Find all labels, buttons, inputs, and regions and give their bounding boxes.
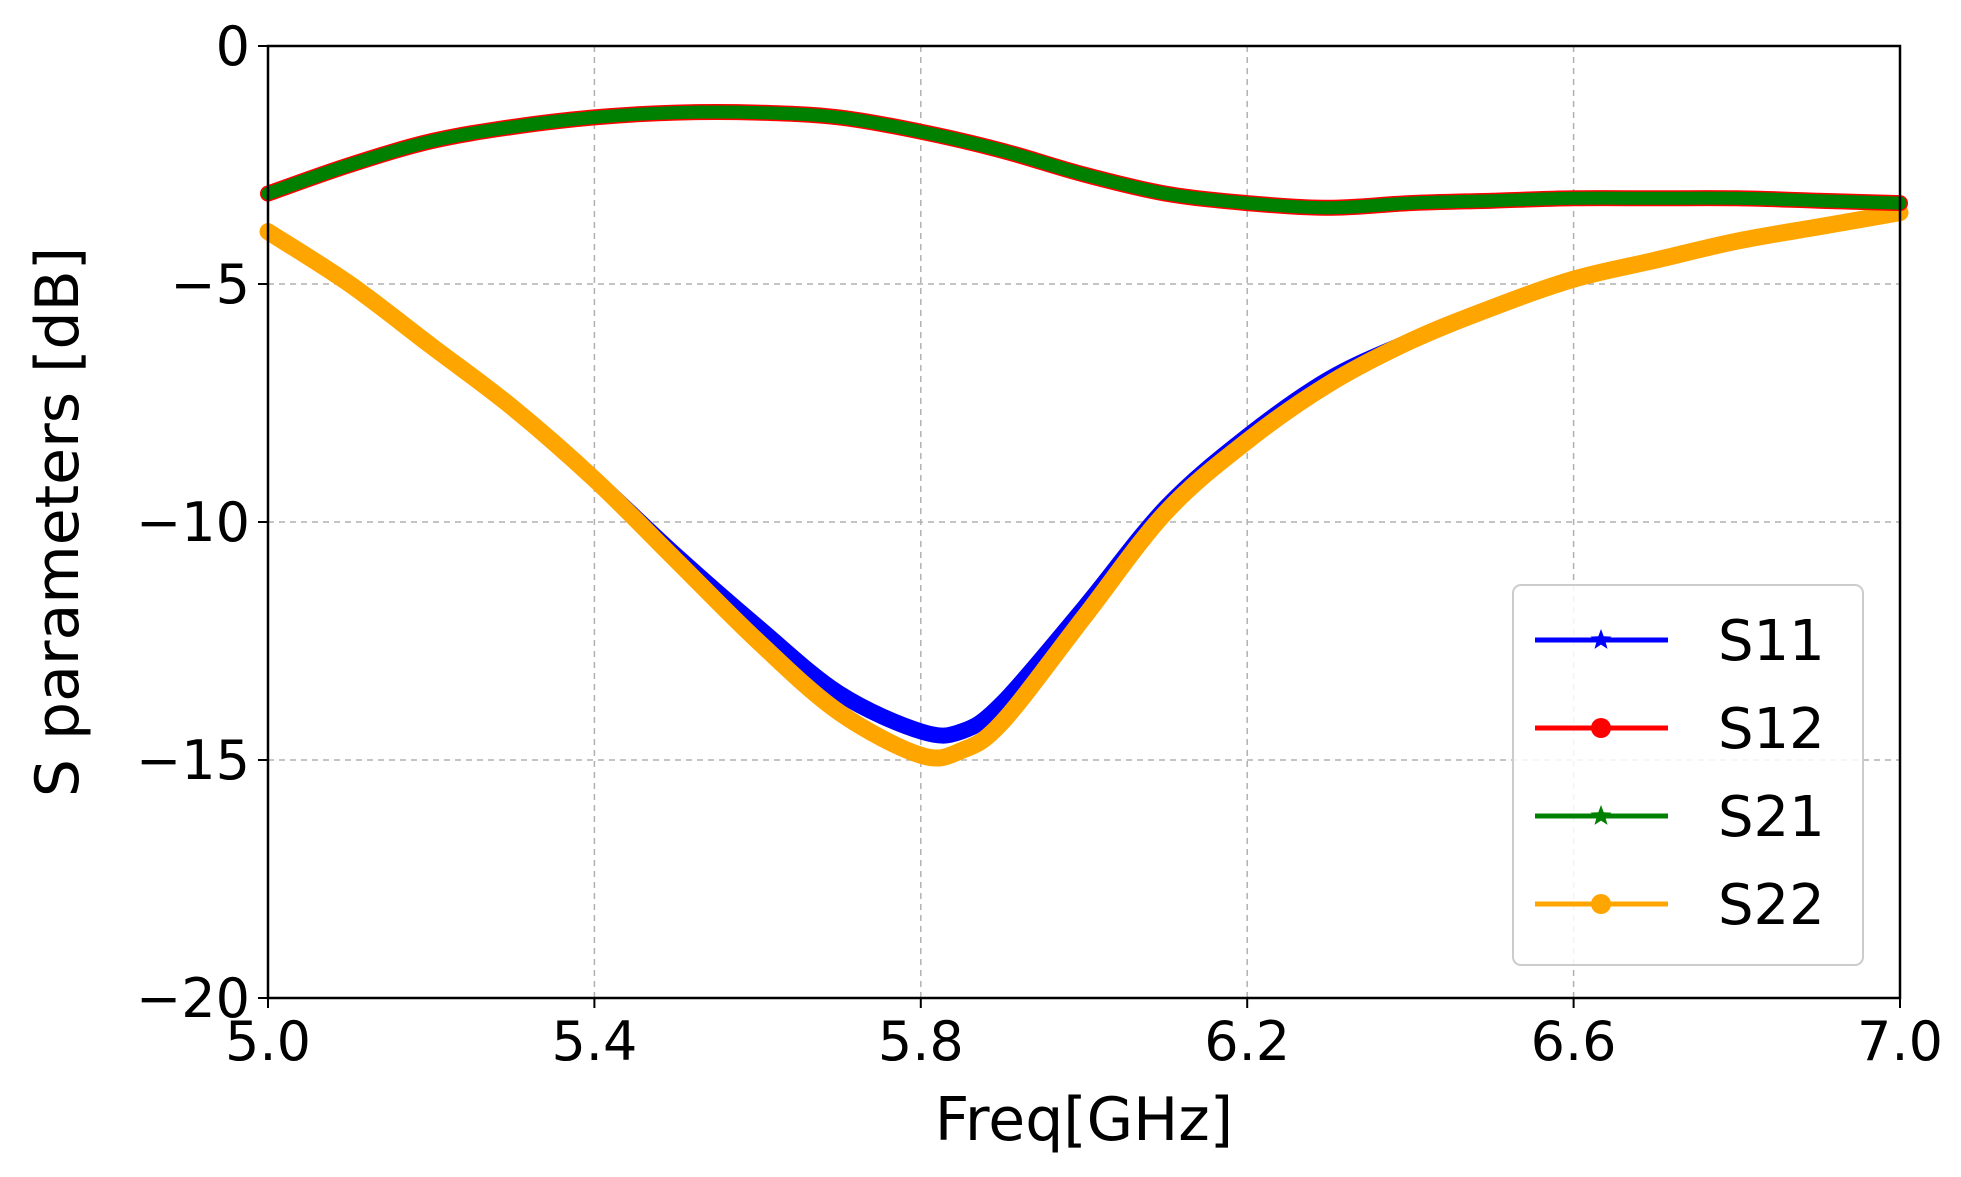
legend-frame [1512, 584, 1864, 966]
legend-marker-s12 [1591, 718, 1611, 738]
y-tick-label: −15 [136, 729, 250, 792]
x-tick-label: 6.6 [1531, 1010, 1617, 1073]
y-tick-label: −20 [136, 967, 250, 1030]
x-tick-label: 6.2 [1204, 1010, 1290, 1073]
legend-marker-s22 [1591, 894, 1611, 914]
ticks: 5.0 5.4 5.8 6.2 6.6 7.0 0 −5 −10 −15 −20 [136, 15, 1943, 1073]
y-tick-label: −10 [136, 491, 250, 554]
legend-marker-s11 [1590, 629, 1612, 649]
x-tick-label: 5.8 [878, 1010, 964, 1073]
series-layer [259, 104, 1909, 767]
legend-label-s12: S12 [1718, 697, 1825, 762]
series-line-s22 [259, 204, 1909, 767]
series-line-s21 [261, 105, 1907, 215]
y-axis-label: S parameters [dB] [23, 247, 93, 797]
legend-label-s21: S21 [1718, 785, 1825, 850]
x-tick-label: 7.0 [1857, 1010, 1943, 1073]
x-tick-label: 5.0 [225, 1010, 311, 1073]
legend-label-s22: S22 [1718, 873, 1825, 938]
legend-marker-s21 [1590, 805, 1612, 825]
legend: S11 S12 S21 S22 [1512, 584, 1864, 966]
legend-label-s11: S11 [1718, 609, 1825, 674]
y-tick-label: 0 [216, 15, 250, 78]
x-tick-label: 5.4 [551, 1010, 637, 1073]
y-tick-label: −5 [170, 253, 250, 316]
x-axis-label: Freq[GHz] [935, 1085, 1233, 1155]
